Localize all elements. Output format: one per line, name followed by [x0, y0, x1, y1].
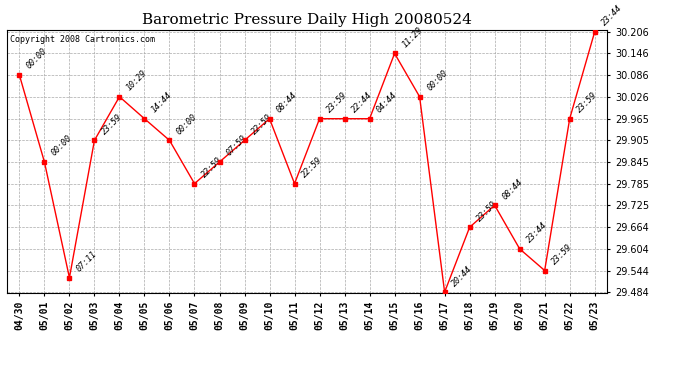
- Text: 22:59: 22:59: [250, 112, 274, 136]
- Text: 23:44: 23:44: [525, 220, 549, 245]
- Text: 23:44: 23:44: [600, 4, 624, 28]
- Text: 08:44: 08:44: [500, 177, 524, 201]
- Text: Copyright 2008 Cartronics.com: Copyright 2008 Cartronics.com: [10, 35, 155, 44]
- Text: 07:59: 07:59: [225, 134, 249, 158]
- Title: Barometric Pressure Daily High 20080524: Barometric Pressure Daily High 20080524: [142, 13, 472, 27]
- Text: 00:00: 00:00: [50, 134, 74, 158]
- Text: 23:59: 23:59: [475, 199, 500, 223]
- Text: 07:11: 07:11: [75, 249, 99, 273]
- Text: 23:59: 23:59: [325, 90, 349, 114]
- Text: 23:59: 23:59: [550, 242, 574, 266]
- Text: 00:00: 00:00: [175, 112, 199, 136]
- Text: 22:59: 22:59: [200, 155, 224, 180]
- Text: 14:44: 14:44: [150, 90, 174, 114]
- Text: 10:29: 10:29: [125, 69, 149, 93]
- Text: 00:00: 00:00: [25, 47, 49, 71]
- Text: 22:44: 22:44: [350, 90, 374, 114]
- Text: 00:00: 00:00: [425, 69, 449, 93]
- Text: 08:44: 08:44: [275, 90, 299, 114]
- Text: 23:59: 23:59: [100, 112, 124, 136]
- Text: 23:59: 23:59: [575, 90, 600, 114]
- Text: 22:59: 22:59: [300, 155, 324, 180]
- Text: 20:44: 20:44: [450, 264, 474, 288]
- Text: 11:29: 11:29: [400, 25, 424, 49]
- Text: 04:44: 04:44: [375, 90, 400, 114]
